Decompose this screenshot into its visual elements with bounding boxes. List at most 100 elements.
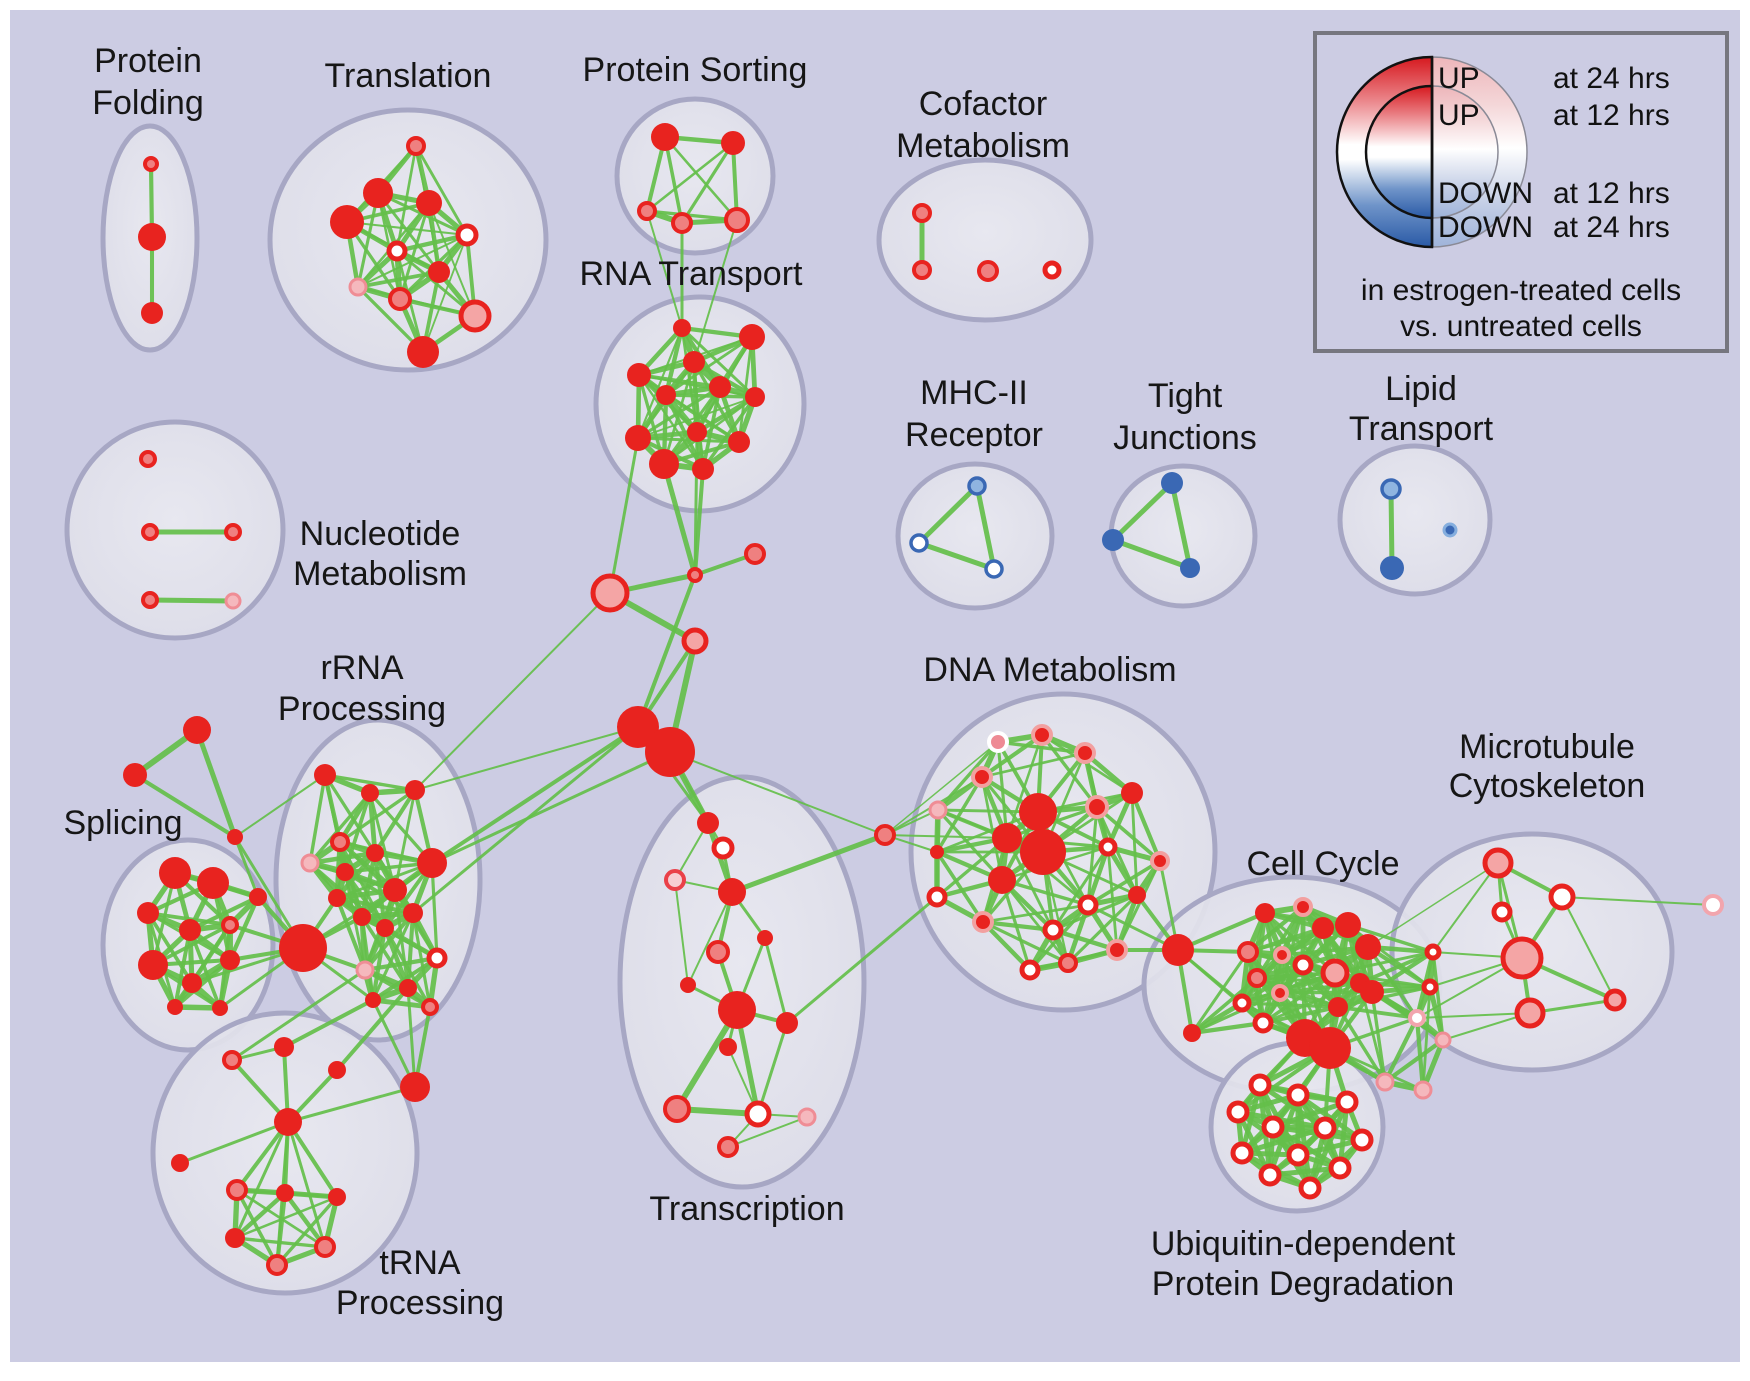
cluster-ellipse-lipid-transport [1337, 443, 1493, 597]
gene-set-node-sp10 [167, 999, 183, 1015]
network-edge [916, 540, 997, 572]
gene-set-node-t7 [428, 261, 450, 283]
network-edge [308, 773, 327, 865]
gene-set-node-rr16 [399, 979, 417, 997]
network-edge [935, 775, 984, 854]
gene-set-node-ccr4 [1434, 1031, 1452, 1049]
network-edge [338, 788, 417, 844]
gene-set-node-u3 [1335, 1090, 1359, 1114]
gene-set-node-rr7 [366, 844, 384, 862]
gene-set-node-tn4 [225, 1228, 245, 1248]
network-edge [356, 191, 380, 289]
network-edge [664, 393, 757, 399]
gene-set-node-rr1 [314, 764, 336, 786]
gene-set-node-d11 [992, 823, 1022, 853]
gene-set-node-rr13 [403, 903, 423, 923]
gene-set-node-ch4 [681, 627, 709, 655]
network-edge [636, 573, 697, 729]
cluster-label-ubiquitin-degradation: Ubiquitin-dependent [1151, 1225, 1456, 1263]
gene-set-node-x6 [706, 940, 730, 964]
gene-set-node-cc8 [1232, 993, 1252, 1013]
gene-set-node-rr18 [421, 998, 439, 1016]
cluster-label-mhc-ii-receptor: Receptor [905, 416, 1043, 454]
network-edge [235, 1120, 290, 1192]
network-edge [1110, 480, 1175, 543]
cluster-label-protein-folding: Protein [94, 42, 202, 80]
gene-set-node-u10 [1328, 1156, 1352, 1180]
gene-set-node-x14 [717, 1136, 739, 1158]
network-nodes-layer [123, 123, 1724, 1276]
cluster-ellipse-mhc-ii-receptor [895, 461, 1055, 611]
network-edge [1382, 1015, 1420, 1085]
network-edge [637, 396, 756, 439]
gene-set-node-l1 [1380, 478, 1402, 500]
gene-set-node-d13 [1098, 837, 1118, 857]
gene-set-node-tr3 [227, 829, 243, 845]
network-edge [1239, 1125, 1328, 1156]
network-edge [362, 910, 416, 973]
gene-set-node-sp5 [221, 916, 239, 934]
network-edge [1086, 805, 1099, 907]
network-edge [1388, 486, 1395, 571]
gene-set-node-t9 [388, 287, 412, 311]
network-edge [362, 955, 440, 973]
gene-set-node-rt8 [687, 422, 707, 442]
network-edge [729, 832, 888, 895]
network-edge [430, 725, 640, 865]
gene-set-node-n3 [224, 523, 242, 541]
legend-caption-line2: vs. untreated cells [1400, 310, 1642, 343]
network-edge [370, 955, 440, 1003]
cluster-label-transcription: Transcription [649, 1190, 844, 1228]
network-edge [1416, 1012, 1531, 1019]
network-edge [981, 903, 1090, 924]
network-edge [636, 326, 684, 440]
network-edge [1427, 984, 1446, 1043]
network-edge [636, 436, 741, 444]
gene-set-node-rt7 [745, 387, 765, 407]
network-edge [414, 726, 639, 791]
gene-set-node-cc0 [1183, 1024, 1201, 1042]
gene-set-node-ccg2 [1309, 1027, 1351, 1069]
gene-set-node-u2 [1286, 1083, 1310, 1107]
cluster-label-nucleotide-metabolism: Metabolism [293, 555, 467, 593]
gene-set-node-rt5 [709, 376, 731, 398]
gene-set-node-cc13 [1320, 958, 1350, 988]
gene-set-node-tn1 [226, 1179, 248, 1201]
legend-up12-label: UP [1438, 99, 1480, 132]
network-edge [936, 740, 1000, 812]
network-edge [674, 1007, 740, 1112]
network-edge [916, 483, 980, 546]
gene-set-node-d2 [1031, 724, 1053, 746]
network-edge [680, 141, 735, 225]
cluster-label-splicing: Splicing [63, 804, 182, 842]
gene-set-node-u5 [1261, 1115, 1285, 1139]
gene-set-node-n5 [224, 592, 242, 610]
gene-set-node-x7 [680, 977, 696, 993]
gene-set-node-tc2 [274, 1037, 294, 1057]
gene-set-node-d9 [1019, 793, 1057, 831]
gene-set-node-tn2 [276, 1184, 294, 1202]
gene-set-node-mt3 [1491, 901, 1513, 923]
gene-set-node-rt9 [625, 425, 651, 451]
gene-set-node-d10 [1020, 829, 1066, 875]
network-edge [1561, 896, 1616, 1001]
gene-set-node-d12 [988, 866, 1016, 894]
network-edge [323, 773, 417, 792]
gene-set-node-tr2 [123, 763, 147, 787]
network-edge [980, 919, 1056, 933]
network-edge [372, 787, 418, 856]
network-edge [1333, 950, 1435, 975]
gene-set-node-d19 [1128, 886, 1146, 904]
gene-set-node-pf2 [138, 223, 166, 251]
network-edge [664, 335, 754, 397]
gene-set-node-cc2 [1293, 897, 1313, 917]
gene-set-node-t11 [407, 336, 439, 368]
network-edge [371, 998, 417, 1089]
network-edge [1307, 1099, 1350, 1191]
gene-set-node-rr17 [365, 992, 381, 1008]
gene-set-node-ps4 [671, 212, 693, 234]
network-edge [935, 850, 985, 924]
cluster-label-lipid-transport: Transport [1349, 410, 1494, 448]
gene-set-node-d18 [1042, 919, 1064, 941]
